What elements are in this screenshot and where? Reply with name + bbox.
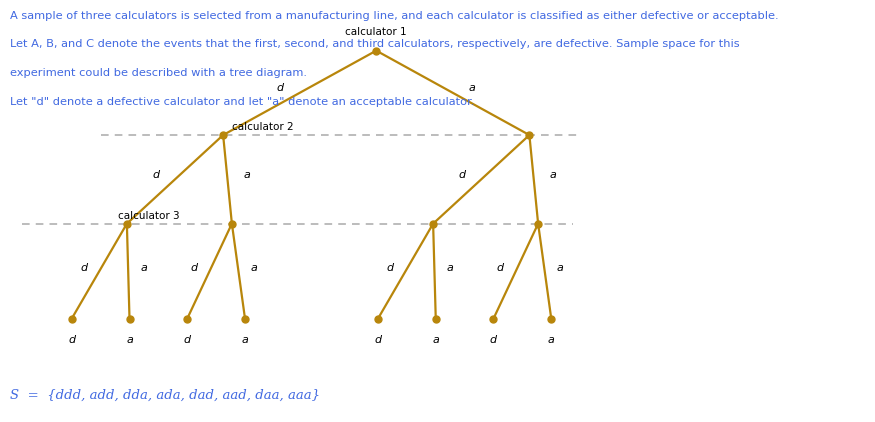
Text: A sample of three calculators is selected from a manufacturing line, and each ca: A sample of three calculators is selecte… (10, 11, 779, 21)
Text: a: a (557, 263, 564, 273)
Text: S  =  {ddd, add, dda, ada, dad, aad, daa, aaa}: S = {ddd, add, dda, ada, dad, aad, daa, … (10, 389, 320, 402)
Text: d: d (68, 335, 75, 345)
Text: a: a (126, 335, 133, 345)
Text: a: a (469, 83, 475, 93)
Text: a: a (548, 335, 555, 345)
Text: experiment could be described with a tree diagram.: experiment could be described with a tre… (10, 68, 307, 78)
Text: d: d (496, 263, 504, 273)
Text: a: a (141, 263, 147, 273)
Text: d: d (184, 335, 191, 345)
Text: a: a (243, 170, 250, 180)
Text: a: a (447, 263, 453, 273)
Text: a: a (242, 335, 248, 345)
Text: calculator 2: calculator 2 (232, 122, 293, 132)
Text: calculator 1: calculator 1 (346, 27, 407, 37)
Text: d: d (80, 263, 88, 273)
Text: d: d (386, 263, 394, 273)
Text: a: a (550, 170, 556, 180)
Text: d: d (190, 263, 198, 273)
Text: d: d (458, 170, 466, 180)
Text: Let "d" denote a defective calculator and let "a" denote an acceptable calculato: Let "d" denote a defective calculator an… (10, 97, 475, 107)
Text: d: d (152, 170, 159, 180)
Text: d: d (276, 83, 284, 93)
Text: d: d (490, 335, 497, 345)
Text: Let A, B, and C denote the events that the first, second, and third calculators,: Let A, B, and C denote the events that t… (10, 39, 740, 49)
Text: calculator 3: calculator 3 (118, 211, 179, 221)
Text: a: a (251, 263, 257, 273)
Text: d: d (374, 335, 382, 345)
Text: a: a (432, 335, 439, 345)
